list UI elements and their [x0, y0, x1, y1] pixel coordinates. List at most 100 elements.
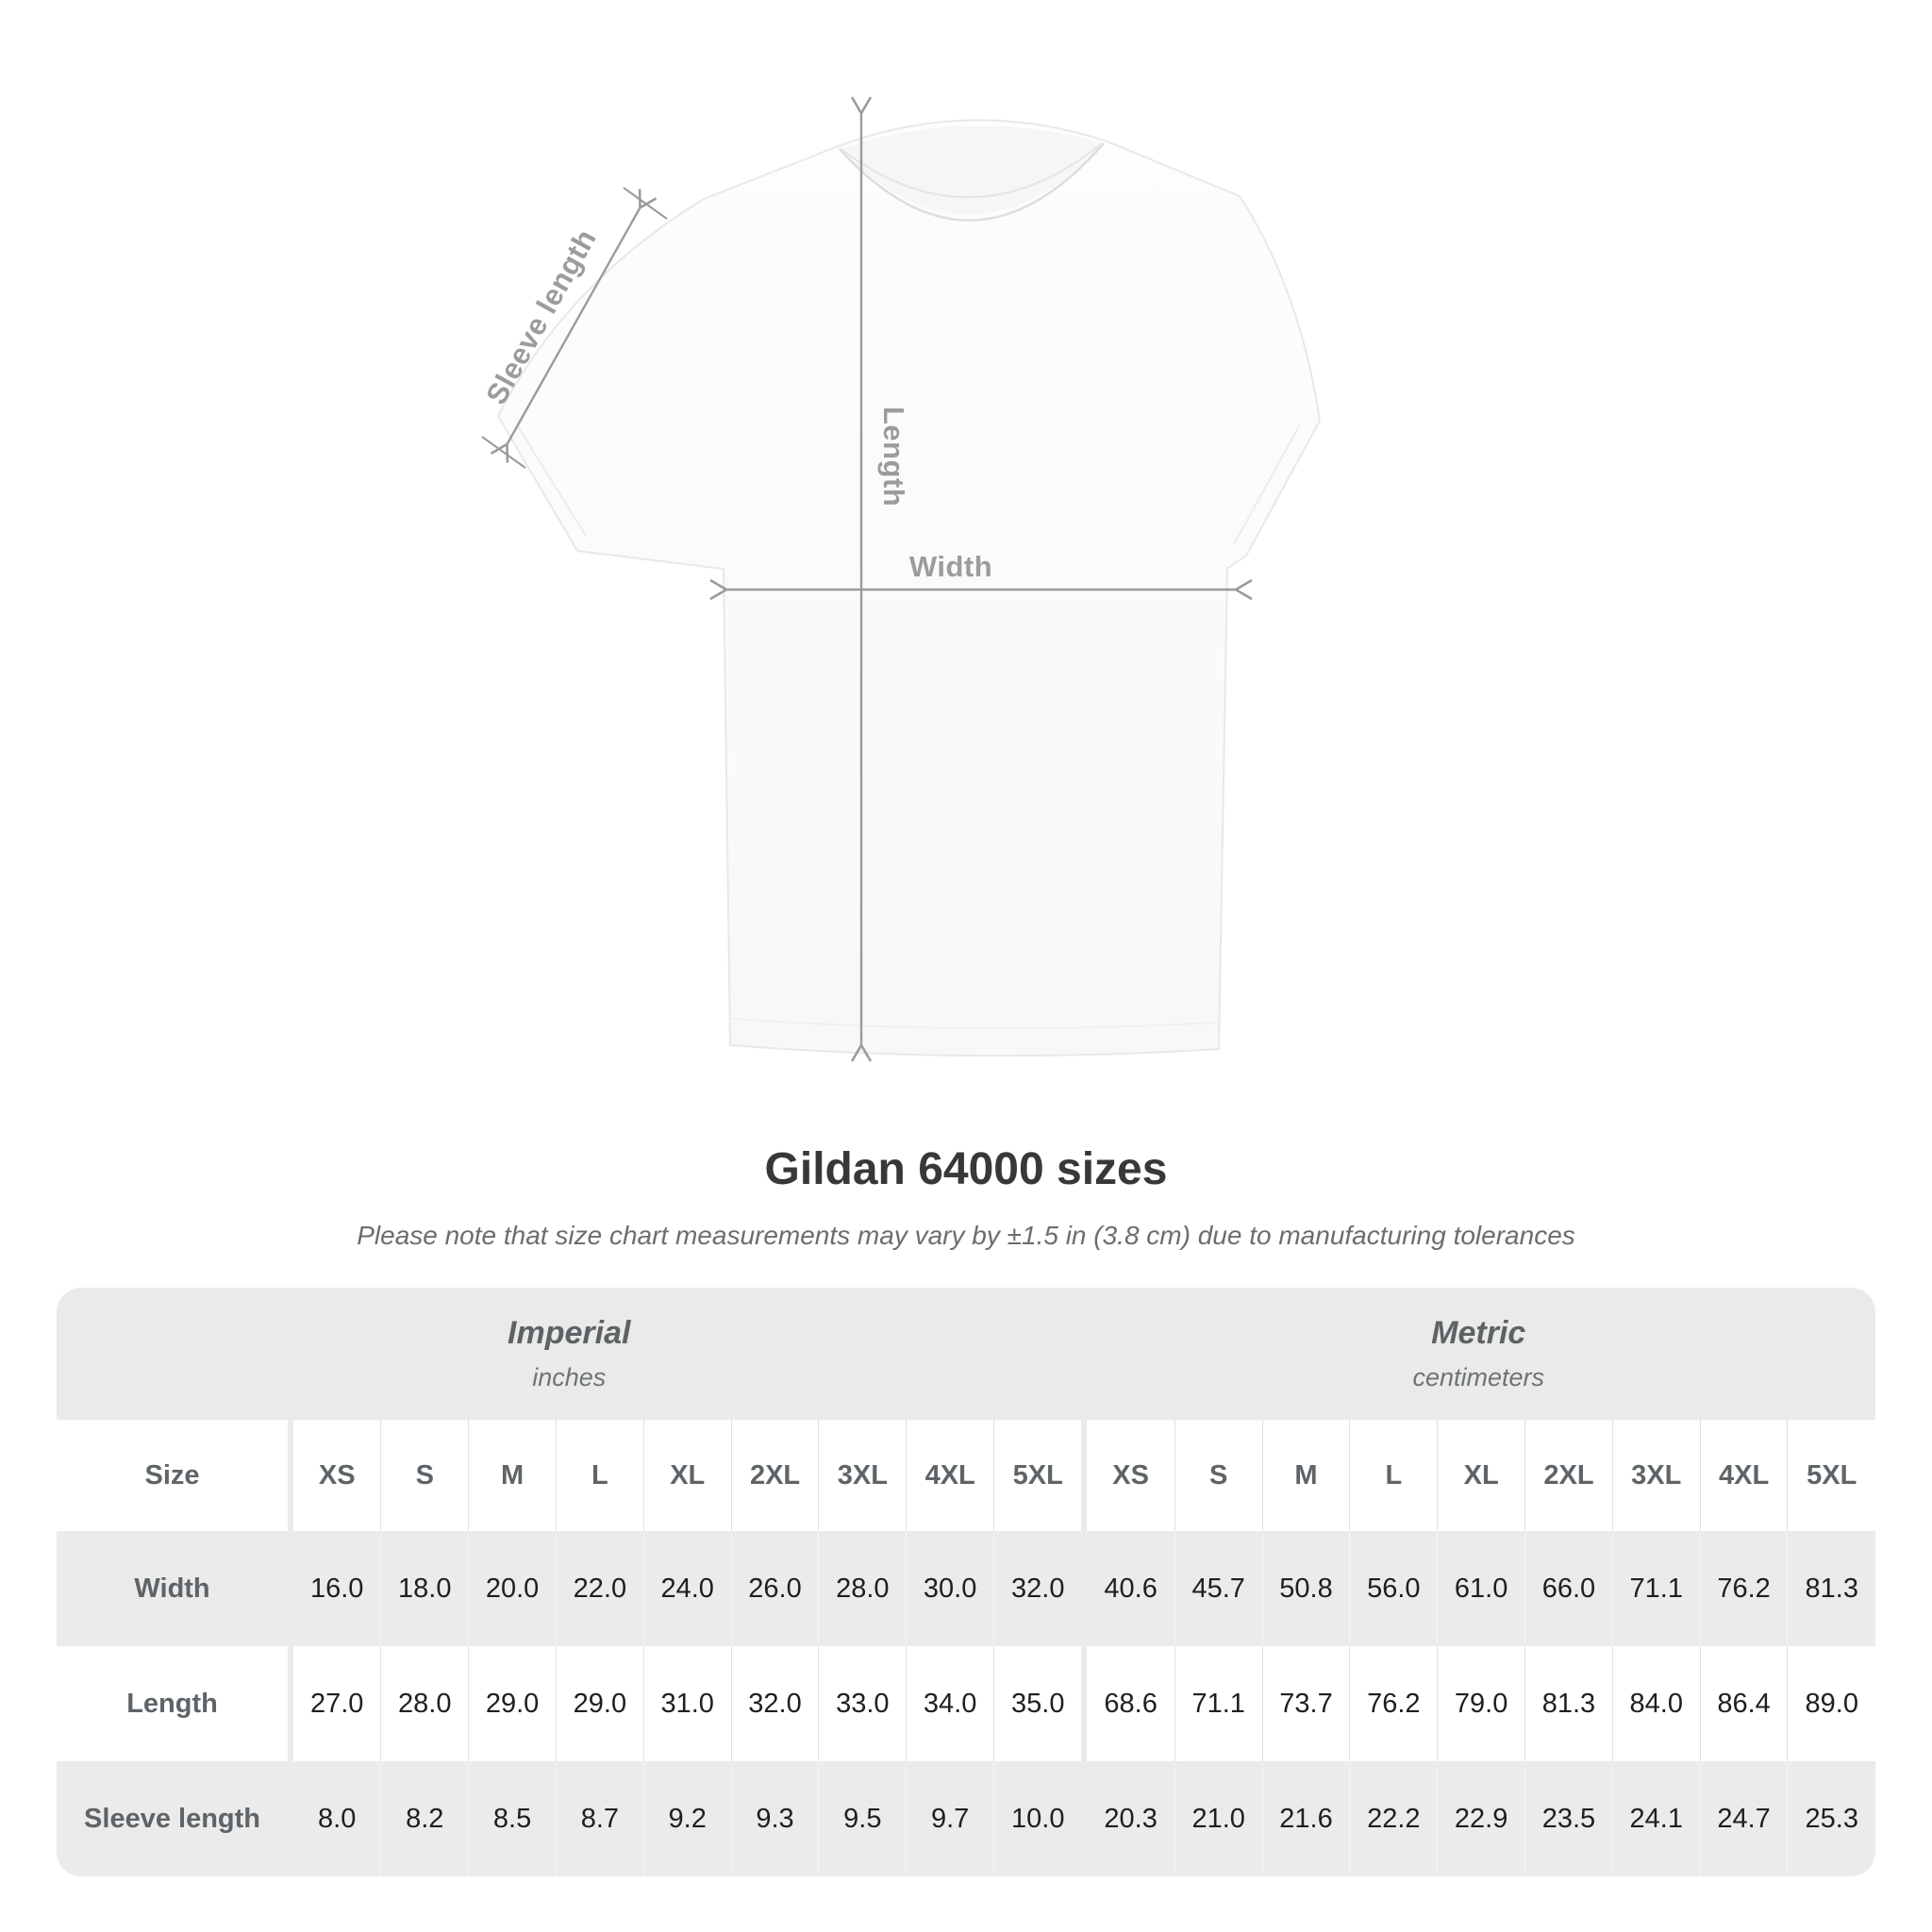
table-cell-metric: 24.1 — [1611, 1761, 1701, 1876]
size-header-row: Size XS S M L XL 2XL 3XL 4XL 5XL XS S M L XL 2XL 3XL 4XL… — [57, 1420, 1875, 1531]
table-cell-metric: 45.7 — [1174, 1531, 1263, 1646]
table-cell-metric: 81.3 — [1787, 1531, 1875, 1646]
table-cell-metric: 81.3 — [1524, 1646, 1613, 1761]
table-cell-imperial: 24.0 — [642, 1531, 732, 1646]
size-col-header-metric-xs: XS — [1112, 1459, 1149, 1491]
size-col-header-imperial-xl: XL — [642, 1420, 732, 1531]
table-cell-imperial: 10.0 — [993, 1761, 1082, 1876]
table-cell-imperial: 9.2 — [642, 1761, 732, 1876]
table-cell-imperial: 28.0 — [818, 1531, 907, 1646]
size-col-header-imperial-xs: XS — [318, 1459, 356, 1491]
size-col-header-metric-xl: XL — [1437, 1420, 1525, 1531]
column-divider — [288, 1420, 294, 1531]
column-divider — [288, 1646, 294, 1761]
size-col-header-imperial-l: L — [556, 1420, 644, 1531]
metric-section-header: Metric centimeters — [1081, 1288, 1875, 1420]
size-table-container: Imperial inches Metric centimeters Size … — [57, 1288, 1875, 1876]
table-cell-imperial: 28.0 — [380, 1646, 469, 1761]
tshirt-graphic — [496, 119, 1322, 1058]
sleeve-arrow-end-cap — [481, 436, 526, 469]
table-cell-imperial: 8.2 — [380, 1761, 469, 1876]
table-cell-metric: 86.4 — [1699, 1646, 1788, 1761]
table-cell-metric: 76.2 — [1699, 1531, 1788, 1646]
table-cell-metric: 89.0 — [1787, 1646, 1875, 1761]
dimension-arrows — [481, 96, 1253, 1062]
size-col-header-metric-2xl: 2XL — [1524, 1420, 1613, 1531]
table-cell-metric: 21.6 — [1261, 1761, 1350, 1876]
metric-unit: centimeters — [1412, 1363, 1545, 1391]
length-label: Length — [877, 406, 910, 508]
table-cell-imperial: 34.0 — [906, 1646, 994, 1761]
row-label: Sleeve length — [84, 1803, 261, 1834]
table-cell-metric: 76.2 — [1349, 1646, 1438, 1761]
table-cell-metric: 23.5 — [1524, 1761, 1613, 1876]
size-col-header-imperial-3xl: 3XL — [818, 1420, 907, 1531]
table-cell-imperial: 27.0 — [309, 1688, 364, 1719]
size-col-header-metric-4xl: 4XL — [1699, 1420, 1788, 1531]
table-cell-metric: 22.9 — [1437, 1761, 1525, 1876]
table-cell-imperial: 16.0 — [309, 1573, 364, 1604]
table-cell-imperial: 8.0 — [318, 1803, 357, 1834]
table-cell-metric: 68.6 — [1104, 1688, 1158, 1719]
sleeve-length-arrow — [490, 189, 658, 463]
table-cell-metric: 40.6 — [1104, 1573, 1158, 1604]
size-col-header-metric-l: L — [1349, 1420, 1438, 1531]
row-label: Width — [134, 1573, 210, 1604]
section-divider — [1081, 1646, 1088, 1761]
tolerance-note: Please note that size chart measurements… — [357, 1221, 1575, 1250]
table-cell-metric: 84.0 — [1611, 1646, 1701, 1761]
size-col-header-metric-3xl: 3XL — [1611, 1420, 1701, 1531]
table-cell-imperial: 32.0 — [993, 1531, 1082, 1646]
table-cell-metric: 24.7 — [1699, 1761, 1788, 1876]
collar-neckline — [839, 142, 1105, 222]
table-cell-imperial: 9.5 — [818, 1761, 907, 1876]
size-col-header-imperial-5xl: 5XL — [993, 1420, 1082, 1531]
size-col-header-imperial-m: M — [468, 1420, 557, 1531]
bottom-hem-seam — [731, 1018, 1216, 1030]
table-row-sleeve-length: Sleeve length 8.0 8.2 8.5 8.7 9.2 9.3 9.5 9.7 10.… — [57, 1761, 1875, 1876]
table-cell-metric: 50.8 — [1261, 1531, 1350, 1646]
table-cell-imperial: 29.0 — [468, 1646, 557, 1761]
metric-title: Metric — [1431, 1315, 1526, 1351]
table-cell-metric: 79.0 — [1437, 1646, 1525, 1761]
table-cell-imperial: 31.0 — [642, 1646, 732, 1761]
table-cell-imperial: 32.0 — [730, 1646, 819, 1761]
section-divider — [1081, 1420, 1088, 1531]
row-label: Length — [126, 1688, 218, 1719]
unit-header-row: Imperial inches Metric centimeters — [57, 1288, 1875, 1420]
table-cell-imperial: 9.3 — [730, 1761, 819, 1876]
imperial-title: Imperial — [508, 1315, 631, 1351]
column-divider — [288, 1761, 294, 1876]
table-cell-imperial: 22.0 — [556, 1531, 644, 1646]
table-cell-imperial: 8.7 — [556, 1761, 644, 1876]
section-divider — [1081, 1531, 1088, 1646]
right-sleeve-hem-seam — [1233, 424, 1301, 545]
table-cell-imperial: 26.0 — [730, 1531, 819, 1646]
width-label: Width — [908, 550, 993, 583]
size-col-header-metric-m: M — [1261, 1420, 1350, 1531]
size-column-label: Size — [144, 1459, 200, 1491]
table-row-length: Length 27.0 28.0 29.0 29.0 31.0 32.0 33.0 34.0 35… — [57, 1646, 1875, 1761]
table-cell-metric: 71.1 — [1611, 1531, 1701, 1646]
table-cell-imperial: 33.0 — [818, 1646, 907, 1761]
tshirt-diagram — [481, 96, 1322, 1062]
table-cell-metric: 73.7 — [1261, 1646, 1350, 1761]
table-cell-metric: 61.0 — [1437, 1531, 1525, 1646]
column-divider — [288, 1531, 294, 1646]
table-cell-metric: 56.0 — [1349, 1531, 1438, 1646]
table-cell-imperial: 29.0 — [556, 1646, 644, 1761]
section-divider — [1081, 1761, 1088, 1876]
sleeve-arrow-end-cap — [623, 187, 668, 220]
collar-shading — [840, 125, 1104, 215]
size-col-header-metric-s: S — [1174, 1420, 1263, 1531]
table-cell-imperial: 35.0 — [993, 1646, 1082, 1761]
table-cell-imperial: 8.5 — [468, 1761, 557, 1876]
table-cell-metric: 21.0 — [1174, 1761, 1263, 1876]
size-table: Imperial inches Metric centimeters Size … — [57, 1288, 1875, 1876]
table-cell-metric: 71.1 — [1174, 1646, 1263, 1761]
imperial-unit: inches — [532, 1363, 607, 1391]
size-col-header-imperial-4xl: 4XL — [906, 1420, 994, 1531]
page-title: Gildan 64000 sizes — [764, 1144, 1168, 1194]
size-col-header-imperial-2xl: 2XL — [730, 1420, 819, 1531]
table-cell-metric: 25.3 — [1787, 1761, 1875, 1876]
